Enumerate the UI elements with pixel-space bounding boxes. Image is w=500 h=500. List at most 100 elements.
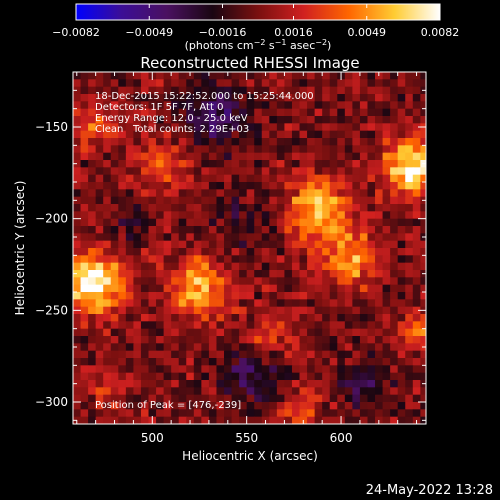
heatmap-pixel bbox=[95, 226, 104, 234]
heatmap-pixel bbox=[367, 306, 376, 315]
heatmap-pixel bbox=[148, 328, 157, 337]
heatmap-pixel bbox=[322, 240, 331, 249]
colorbar-tick-label: 0.0082 bbox=[421, 26, 460, 39]
heatmap-pixel bbox=[186, 314, 195, 322]
heatmap-pixel bbox=[171, 365, 180, 374]
heatmap-pixel bbox=[412, 123, 421, 132]
heatmap-pixel bbox=[291, 402, 301, 410]
heatmap-pixel bbox=[125, 394, 135, 403]
heatmap-pixel bbox=[224, 248, 233, 256]
heatmap-pixel bbox=[420, 336, 426, 344]
heatmap-pixel bbox=[133, 380, 142, 388]
heatmap-pixel bbox=[125, 416, 135, 424]
heatmap-pixel bbox=[246, 79, 255, 88]
heatmap-pixel bbox=[73, 167, 82, 176]
heatmap-pixel bbox=[88, 182, 97, 190]
heatmap-pixel bbox=[239, 372, 248, 381]
heatmap-pixel bbox=[367, 262, 376, 271]
heatmap-pixel bbox=[375, 108, 384, 117]
heatmap-pixel bbox=[420, 255, 426, 264]
heatmap-pixel bbox=[73, 138, 82, 146]
heatmap-pixel bbox=[352, 270, 361, 278]
heatmap-pixel bbox=[375, 116, 384, 124]
heatmap-pixel bbox=[186, 116, 195, 124]
heatmap-pixel bbox=[291, 72, 301, 80]
heatmap-pixel bbox=[337, 336, 346, 344]
heatmap-pixel bbox=[140, 387, 150, 396]
heatmap-pixel bbox=[216, 167, 225, 176]
heatmap-pixel bbox=[140, 160, 150, 168]
heatmap-pixel bbox=[231, 402, 240, 410]
heatmap-pixel bbox=[276, 160, 286, 168]
heatmap-pixel bbox=[397, 394, 406, 403]
heatmap-pixel bbox=[344, 138, 353, 146]
heatmap-pixel bbox=[118, 218, 127, 227]
heatmap-pixel bbox=[156, 387, 165, 396]
heatmap-pixel bbox=[246, 240, 255, 249]
heatmap-pixel bbox=[299, 86, 308, 95]
heatmap-pixel bbox=[171, 299, 180, 308]
heatmap-pixel bbox=[95, 350, 104, 359]
heatmap-pixel bbox=[412, 292, 421, 300]
heatmap-pixel bbox=[299, 218, 308, 227]
heatmap-pixel bbox=[299, 116, 308, 124]
heatmap-pixel bbox=[359, 94, 369, 102]
heatmap-pixel bbox=[110, 101, 119, 110]
heatmap-pixel bbox=[390, 138, 399, 146]
heatmap-pixel bbox=[367, 218, 376, 227]
heatmap-pixel bbox=[239, 292, 248, 300]
heatmap-pixel bbox=[201, 211, 210, 220]
heatmap-pixel bbox=[269, 145, 278, 154]
heatmap-pixel bbox=[216, 380, 225, 388]
heatmap-pixel bbox=[125, 262, 135, 271]
heatmap-pixel bbox=[95, 160, 104, 168]
heatmap-pixel bbox=[246, 138, 255, 146]
heatmap-pixel bbox=[261, 108, 270, 117]
heatmap-pixel bbox=[193, 248, 202, 256]
heatmap-pixel bbox=[352, 204, 361, 212]
heatmap-pixel bbox=[224, 380, 233, 388]
heatmap-pixel bbox=[133, 255, 142, 264]
heatmap-pixel bbox=[367, 204, 376, 212]
heatmap-pixel bbox=[428, 211, 436, 219]
heatmap-pixel bbox=[133, 277, 142, 286]
y-tick-label: −150 bbox=[35, 120, 68, 134]
heatmap-pixel bbox=[73, 226, 82, 234]
heatmap-pixel bbox=[314, 262, 323, 271]
heatmap-pixel bbox=[80, 160, 89, 168]
heatmap-pixel bbox=[329, 270, 338, 278]
heatmap-pixel bbox=[269, 284, 278, 293]
heatmap-pixel bbox=[405, 174, 414, 183]
heatmap-pixel bbox=[231, 101, 240, 110]
heatmap-pixel bbox=[125, 116, 135, 124]
heatmap-pixel bbox=[88, 167, 97, 176]
heatmap-pixel bbox=[103, 306, 112, 315]
plot-frame bbox=[72, 71, 427, 425]
heatmap-pixel bbox=[337, 116, 346, 124]
heatmap-pixel bbox=[110, 123, 119, 132]
heatmap-pixel bbox=[80, 101, 89, 110]
heatmap-pixel bbox=[405, 152, 414, 161]
heatmap-pixel bbox=[103, 79, 112, 88]
heatmap-pixel bbox=[329, 145, 338, 154]
heatmap-pixel bbox=[397, 204, 406, 212]
heatmap-pixel bbox=[224, 350, 233, 359]
heatmap-pixel bbox=[193, 240, 202, 249]
heatmap-pixel bbox=[148, 350, 157, 359]
heatmap-pixel bbox=[103, 343, 112, 352]
heatmap-pixel bbox=[246, 248, 255, 256]
heatmap-pixel bbox=[322, 328, 331, 337]
heatmap-pixel bbox=[329, 380, 338, 388]
heatmap-pixel bbox=[140, 211, 150, 220]
heatmap-pixel bbox=[208, 358, 218, 366]
heatmap-pixel bbox=[148, 167, 157, 176]
heatmap-pixel bbox=[171, 116, 180, 124]
heatmap-pixel bbox=[156, 138, 165, 146]
heatmap-pixel bbox=[239, 270, 248, 278]
heatmap-pixel bbox=[246, 277, 255, 286]
heatmap-pixel bbox=[216, 328, 225, 337]
heatmap-pixel bbox=[352, 160, 361, 168]
heatmap-pixel bbox=[140, 358, 150, 366]
heatmap-pixel bbox=[352, 372, 361, 381]
heatmap-pixel bbox=[359, 145, 369, 154]
